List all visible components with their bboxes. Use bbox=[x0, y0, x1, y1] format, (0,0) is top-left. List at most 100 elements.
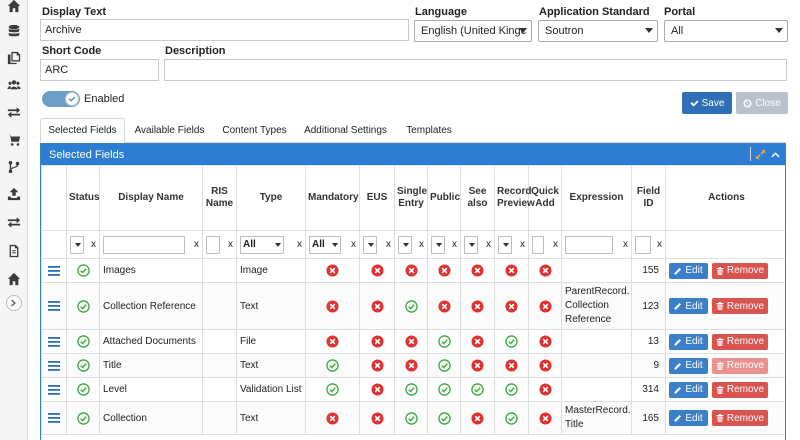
remove-button[interactable]: Remove bbox=[712, 262, 768, 279]
expression-filter-input[interactable] bbox=[565, 235, 613, 254]
drag-handle[interactable] bbox=[41, 401, 67, 435]
ris-name-cell bbox=[202, 353, 237, 378]
x-circle-icon bbox=[404, 264, 418, 277]
remove-button[interactable]: Remove bbox=[712, 357, 768, 374]
edit-button[interactable]: Edit bbox=[669, 333, 708, 350]
clear-filter-button[interactable]: x bbox=[386, 239, 391, 250]
public-filter-select[interactable] bbox=[431, 235, 445, 254]
x-circle-icon bbox=[471, 411, 484, 425]
pencil-icon bbox=[674, 338, 682, 345]
status-filter-select[interactable] bbox=[70, 235, 84, 254]
clear-filter-button[interactable]: x bbox=[452, 239, 457, 250]
clear-filter-button[interactable]: x bbox=[228, 239, 233, 250]
drag-handle[interactable] bbox=[41, 329, 67, 354]
col-type[interactable]: Type bbox=[236, 165, 306, 231]
short-code-input[interactable]: ARC bbox=[40, 59, 159, 81]
mandatory-filter-select[interactable]: All bbox=[309, 235, 341, 254]
check-circle-icon bbox=[437, 411, 451, 425]
close-button[interactable]: Close bbox=[736, 92, 788, 114]
enabled-toggle[interactable] bbox=[42, 91, 80, 107]
drag-handle[interactable] bbox=[41, 282, 67, 330]
ris-name-filter-input[interactable] bbox=[206, 235, 220, 254]
col-expression[interactable]: Expression bbox=[561, 165, 632, 231]
clear-filter-button[interactable]: x bbox=[194, 239, 199, 250]
see-also-filter-select[interactable] bbox=[464, 235, 478, 254]
drag-handle[interactable] bbox=[41, 353, 67, 378]
clear-filter-button[interactable]: x bbox=[486, 239, 491, 250]
col-quick-add[interactable]: Quick Add bbox=[528, 165, 562, 231]
record-preview-filter-select[interactable] bbox=[498, 235, 512, 254]
clear-filter-button[interactable]: x bbox=[297, 239, 302, 250]
expand-rail-button[interactable] bbox=[0, 293, 28, 313]
tab-content-types[interactable]: Content Types bbox=[222, 125, 287, 136]
remove-button[interactable]: Remove bbox=[712, 410, 768, 426]
clear-filter-button[interactable]: x bbox=[351, 239, 356, 250]
database-icon[interactable] bbox=[0, 21, 28, 41]
single-entry-cell bbox=[394, 258, 428, 283]
exchange-icon[interactable] bbox=[0, 212, 28, 232]
eus-filter-select[interactable] bbox=[363, 235, 377, 254]
expand-icon[interactable] bbox=[755, 149, 766, 160]
copy-icon[interactable] bbox=[0, 48, 28, 68]
check-circle-icon bbox=[76, 359, 90, 372]
col-field-id[interactable]: Field ID bbox=[631, 165, 666, 231]
col-public[interactable]: Public bbox=[427, 165, 461, 231]
tab-bar-divider bbox=[40, 142, 786, 143]
quick-add-cell bbox=[528, 258, 562, 283]
tab-available-fields[interactable]: Available Fields bbox=[134, 125, 205, 136]
col-status[interactable]: Status bbox=[66, 165, 100, 231]
language-select[interactable]: English (United Kingc bbox=[414, 20, 532, 42]
col-single-entry[interactable]: Single Entry bbox=[394, 165, 428, 231]
drag-handle[interactable] bbox=[41, 258, 67, 283]
upload-icon[interactable] bbox=[0, 184, 28, 204]
document-icon[interactable] bbox=[0, 241, 28, 261]
exchange-icon[interactable] bbox=[0, 102, 28, 122]
check-circle-icon bbox=[437, 335, 451, 348]
x-circle-icon bbox=[471, 299, 484, 313]
tab-selected-fields[interactable]: Selected Fields bbox=[40, 118, 125, 143]
quick-add-filter-input[interactable] bbox=[532, 235, 544, 254]
application-standard-select[interactable]: Soutron bbox=[538, 20, 658, 42]
edit-button[interactable]: Edit bbox=[669, 410, 708, 426]
col-see-also[interactable]: See also bbox=[460, 165, 495, 231]
portal-select[interactable]: All bbox=[664, 20, 788, 42]
cart-icon[interactable] bbox=[0, 130, 28, 150]
col-record-preview[interactable]: Record Preview bbox=[494, 165, 535, 231]
description-input[interactable] bbox=[164, 59, 787, 81]
tab-templates[interactable]: Templates bbox=[406, 125, 452, 136]
clear-filter-button[interactable]: x bbox=[553, 239, 558, 250]
field-id-filter-input[interactable] bbox=[635, 235, 651, 254]
col-display-name[interactable]: Display Name bbox=[99, 165, 203, 231]
tab-additional-settings[interactable]: Additional Settings bbox=[304, 125, 387, 136]
display-text-input[interactable]: Archive bbox=[40, 19, 409, 41]
remove-button[interactable]: Remove bbox=[712, 381, 768, 398]
remove-button[interactable]: Remove bbox=[712, 333, 768, 350]
display-name-filter-input[interactable] bbox=[103, 235, 185, 254]
collapse-icon[interactable] bbox=[770, 149, 781, 160]
edit-button[interactable]: Edit bbox=[669, 298, 708, 314]
edit-button[interactable]: Edit bbox=[669, 262, 708, 279]
branch-icon[interactable] bbox=[0, 157, 28, 177]
clear-filter-button[interactable]: x bbox=[623, 239, 628, 250]
users-icon[interactable] bbox=[0, 75, 28, 95]
type-filter-select[interactable]: All bbox=[240, 235, 284, 254]
col-mandatory[interactable]: Mandatory bbox=[305, 165, 360, 231]
clear-filter-button[interactable]: x bbox=[520, 239, 525, 250]
save-button[interactable]: Save bbox=[682, 92, 732, 114]
edit-button[interactable]: Edit bbox=[669, 357, 708, 374]
ris-name-cell bbox=[202, 401, 237, 435]
remove-button[interactable]: Remove bbox=[712, 298, 768, 314]
clear-filter-button[interactable]: x bbox=[657, 239, 662, 250]
quick-add-cell bbox=[528, 282, 562, 330]
single-entry-filter-select[interactable] bbox=[398, 235, 412, 254]
trash-icon bbox=[716, 414, 724, 422]
clear-filter-button[interactable]: x bbox=[91, 239, 96, 250]
col-ris-name[interactable]: RIS Name bbox=[202, 165, 237, 231]
home-icon[interactable] bbox=[0, 0, 28, 16]
clear-filter-button[interactable]: x bbox=[419, 239, 424, 250]
edit-button[interactable]: Edit bbox=[669, 381, 708, 398]
drag-handle[interactable] bbox=[41, 377, 67, 402]
col-eus[interactable]: EUS bbox=[359, 165, 395, 231]
quick-add-cell bbox=[528, 401, 562, 435]
home-icon[interactable] bbox=[0, 269, 28, 289]
